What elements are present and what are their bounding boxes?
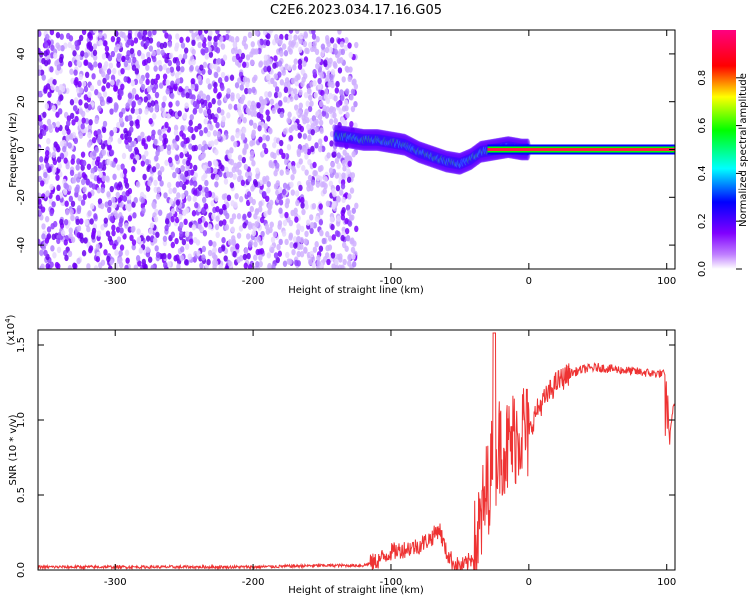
snr-x-label: Height of straight line (km) bbox=[288, 585, 424, 596]
colorbar-tick-label: 0.0 bbox=[697, 261, 708, 277]
snr-x-tick-label: -100 bbox=[380, 577, 403, 588]
spectrogram-y-tick-label: 0 bbox=[16, 146, 27, 152]
colorbar: 0.0 0.2 0.4 0.6 0.8 Normalized spectral ampl… bbox=[697, 30, 749, 277]
colorbar-tick-label: 0.4 bbox=[697, 165, 708, 181]
spectrogram-y-ticks: -40 -20 0 20 40 bbox=[16, 48, 675, 253]
snr-y-tick-label: 1.5 bbox=[16, 337, 27, 353]
spectrogram-y-tick-label: -40 bbox=[16, 237, 27, 253]
colorbar-gradient bbox=[712, 30, 736, 269]
tone-band-core bbox=[487, 148, 675, 151]
colorbar-tick-label: 0.8 bbox=[697, 70, 708, 86]
spectrogram-y-label: Frequency (Hz) bbox=[8, 112, 19, 188]
spectrogram-y-tick-label: -20 bbox=[16, 189, 27, 205]
spectrogram-x-tick-label: -200 bbox=[242, 276, 265, 287]
snr-y-tick-label: 0.0 bbox=[16, 562, 27, 578]
snr-y-ticks: 0.0 0.5 1.0 1.5 bbox=[16, 337, 675, 578]
snr-x-tick-label: 100 bbox=[657, 577, 676, 588]
snr-x-ticks: -300 -200 -100 0 100 bbox=[104, 330, 676, 588]
snr-series-line bbox=[38, 332, 675, 570]
snr-x-tick-label: 0 bbox=[526, 577, 532, 588]
figure-title: C2E6.2023.034.17.16.G05 bbox=[270, 3, 442, 18]
scale-factor-suffix: ) bbox=[6, 314, 17, 318]
colorbar-label: Normalized spectral amplitude bbox=[738, 73, 749, 227]
spectrogram-y-tick-label: 20 bbox=[16, 95, 27, 108]
colorbar-tick-label: 0.6 bbox=[697, 118, 708, 134]
snr-x-tick-label: -300 bbox=[104, 577, 127, 588]
scale-factor-exponent: 4 bbox=[4, 318, 12, 323]
spectrogram-heat bbox=[38, 30, 675, 269]
snr-y-scale-factor: (x104) bbox=[4, 314, 17, 345]
spectrogram-x-ticks: -300 -200 -100 0 100 bbox=[104, 30, 676, 287]
snr-y-tick-label: 1.0 bbox=[16, 412, 27, 428]
scale-factor-prefix: (x10 bbox=[6, 323, 17, 346]
snr-frame bbox=[37, 329, 676, 571]
spectrogram-x-tick-label: -300 bbox=[104, 276, 127, 287]
snr-y-tick-label: 0.5 bbox=[16, 487, 27, 503]
snr-x-tick-label: -200 bbox=[242, 577, 265, 588]
snr-background bbox=[38, 330, 675, 570]
snr-panel: -300 -200 -100 0 100 0.0 0.5 1.0 1.5 Height of … bbox=[4, 314, 676, 596]
snr-y-label: SNR (10 * v/v) bbox=[8, 414, 19, 485]
spectrogram-x-tick-label: -100 bbox=[380, 276, 403, 287]
spectrogram-x-tick-label: 100 bbox=[657, 276, 676, 287]
svg-text:(x104): (x104) bbox=[4, 314, 17, 345]
colorbar-tick-label: 0.2 bbox=[697, 213, 708, 229]
spectrogram-x-tick-label: 0 bbox=[526, 276, 532, 287]
spectrogram-x-label: Height of straight line (km) bbox=[288, 285, 424, 296]
colorbar-ticks: 0.0 0.2 0.4 0.6 0.8 bbox=[697, 70, 742, 277]
spectrogram-y-tick-label: 40 bbox=[16, 48, 27, 61]
